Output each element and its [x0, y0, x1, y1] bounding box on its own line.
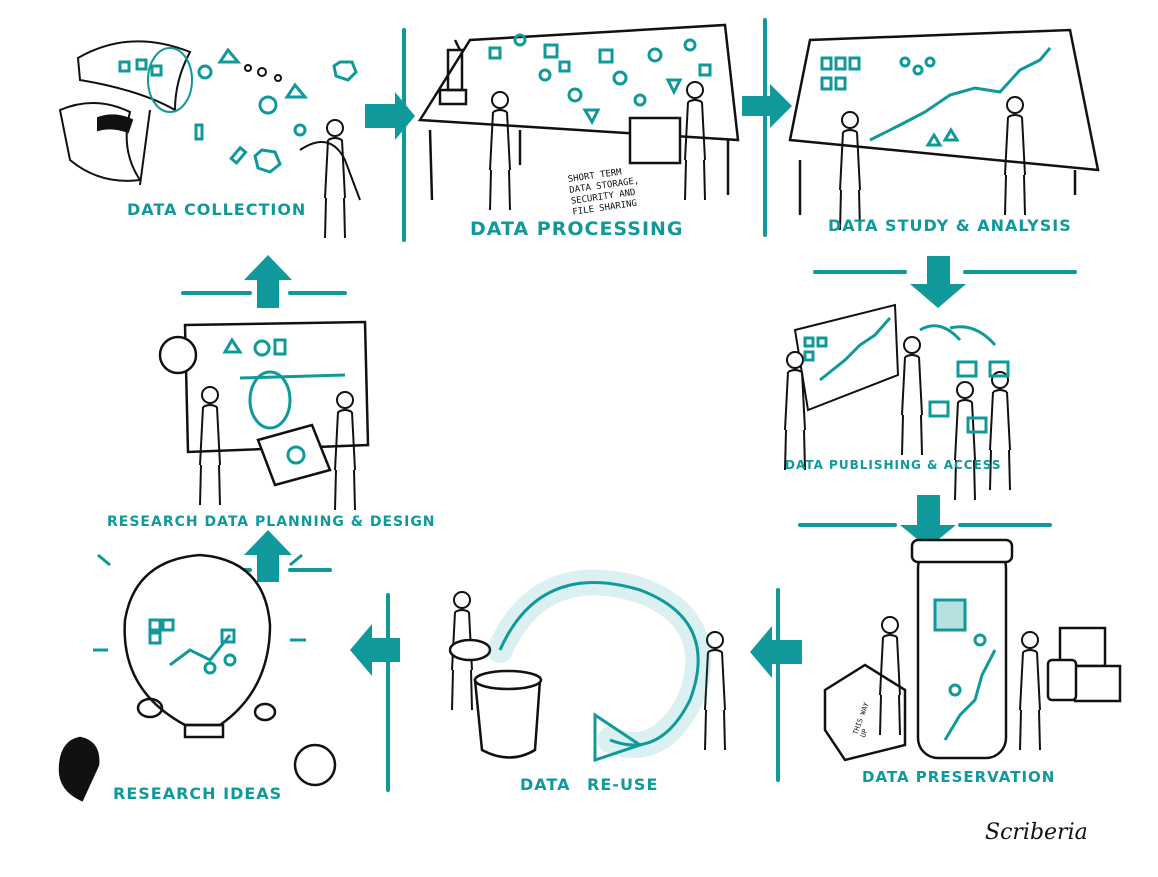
label-data-reuse: DATA RE-USE: [520, 775, 659, 794]
ideas-shapes: [93, 553, 306, 675]
collection-illustration: [58, 40, 361, 239]
publishing-shapes: [803, 317, 1010, 434]
label-data-preservation: DATA PRESERVATION: [862, 768, 1056, 786]
label-data-collection: DATA COLLECTION: [127, 200, 307, 219]
butterfly-net-icon: [147, 47, 193, 113]
reuse-illustration: [448, 590, 727, 759]
label-data-processing: DATA PROCESSING: [470, 218, 684, 240]
preservation-shapes: [933, 598, 997, 741]
collection-shapes: [118, 47, 358, 174]
preservation-illustration: [823, 538, 1122, 762]
arrow-icon: [350, 624, 400, 676]
label-data-study-analysis: DATA STUDY & ANALYSIS: [828, 216, 1072, 235]
label-data-publishing-access: DATA PUBLISHING & ACCESS: [785, 458, 1002, 472]
arrow-icon: [244, 530, 292, 582]
label-research-planning-design: RESEARCH DATA PLANNING & DESIGN: [107, 514, 436, 530]
line-graph-icon: [819, 317, 892, 382]
arrow-icon: [910, 256, 966, 308]
arrow-icon: [593, 712, 644, 763]
box-icon: [628, 116, 682, 165]
line-graph-icon: [869, 47, 1052, 142]
arrow-icon: [742, 84, 792, 128]
butterfly-net-icon: [248, 370, 292, 430]
arrow-icon: [244, 255, 292, 308]
scriberia-logo: Scriberia: [985, 820, 1088, 845]
arrow-icon: [900, 495, 956, 548]
processing-shapes: [488, 33, 712, 126]
label-research-ideas: RESEARCH IDEAS: [113, 784, 283, 803]
ideas-illustration: [58, 553, 337, 802]
flow-arrows: [244, 84, 966, 678]
lightbulb-icon: [123, 553, 272, 727]
study-shapes: [820, 47, 1052, 147]
planning-illustration: [158, 320, 370, 512]
microscope-icon: [438, 39, 468, 106]
arrow-icon: [365, 92, 415, 140]
arrow-icon: [750, 626, 802, 678]
planning-shapes: [222, 337, 346, 465]
